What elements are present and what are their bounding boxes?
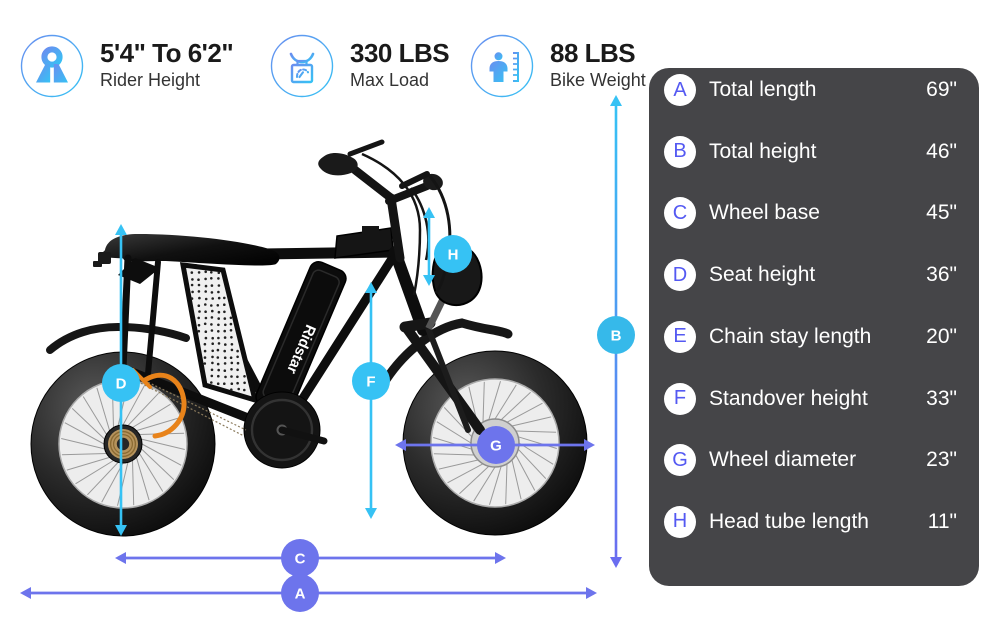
- svg-text:A: A: [295, 586, 306, 603]
- svg-text:F: F: [366, 374, 375, 391]
- svg-text:H: H: [448, 247, 459, 264]
- svg-text:C: C: [295, 551, 306, 568]
- svg-text:B: B: [611, 328, 622, 345]
- svg-text:G: G: [490, 438, 502, 455]
- svg-text:D: D: [116, 376, 127, 393]
